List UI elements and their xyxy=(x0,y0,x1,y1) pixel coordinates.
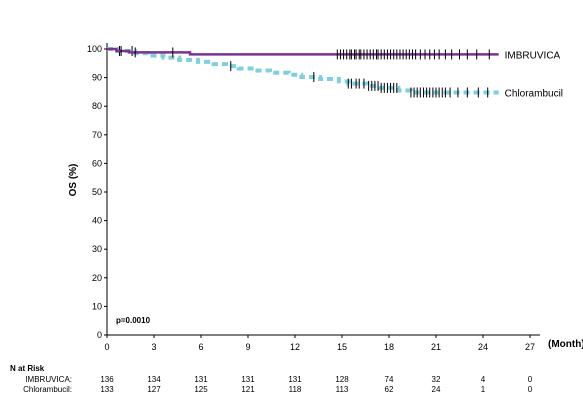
x-tick-label: 15 xyxy=(337,342,347,352)
y-tick-label: 0 xyxy=(97,330,102,340)
y-axis-title: OS (%) xyxy=(68,164,79,197)
series-chlorambucil: Chlorambucil xyxy=(107,46,563,99)
risk-cell: 127 xyxy=(147,385,161,394)
risk-cell: 133 xyxy=(100,385,114,394)
x-tick-label: 3 xyxy=(151,342,156,352)
x-tick-label: 24 xyxy=(478,342,488,352)
series-layer: Chlorambucil IMBRUVICA xyxy=(107,46,563,99)
p-value-label: p=0.0010 xyxy=(116,316,151,325)
risk-cell: 128 xyxy=(335,375,349,384)
risk-cell: 131 xyxy=(288,375,302,384)
series-imbruvica: IMBRUVICA xyxy=(107,46,561,61)
risk-cell: 0 xyxy=(527,385,533,394)
risk-cell: 0 xyxy=(527,375,533,384)
km-curve-chlorambucil xyxy=(107,47,499,95)
y-tick-label: 30 xyxy=(92,244,102,254)
y-tick-label: 80 xyxy=(92,101,102,111)
km-curve-imbruvica xyxy=(107,47,499,56)
risk-row-label: Chlorambucil: xyxy=(23,385,72,394)
risk-cell: 4 xyxy=(480,375,486,384)
risk-cell: 118 xyxy=(288,385,302,394)
risk-cell: 74 xyxy=(384,375,394,384)
axes: 0 10 20 30 40 50 60 70 80 90 100 0 3 6 9 12 15 18 21 24 27 xyxy=(87,43,540,352)
x-tick-label: 21 xyxy=(431,342,441,352)
risk-cell: 134 xyxy=(147,375,161,384)
y-tick-label: 90 xyxy=(92,73,102,83)
risk-cell: 121 xyxy=(241,385,255,394)
x-tick-label: 18 xyxy=(384,342,394,352)
x-tick-label: 6 xyxy=(198,342,203,352)
risk-cell: 32 xyxy=(431,375,441,384)
risk-cell: 1 xyxy=(480,385,486,394)
y-tick-label: 20 xyxy=(92,273,102,283)
y-tick-label: 50 xyxy=(92,187,102,197)
km-chart: 0 10 20 30 40 50 60 70 80 90 100 0 3 6 9 12 15 18 21 24 27 C… xyxy=(68,43,583,352)
x-tick-label: 12 xyxy=(290,342,300,352)
risk-cell: 131 xyxy=(194,375,208,384)
series-label-imbruvica: IMBRUVICA xyxy=(505,50,561,61)
x-tick-label: 27 xyxy=(525,342,535,352)
risk-cell: 62 xyxy=(384,385,394,394)
risk-cell: 24 xyxy=(431,385,441,394)
y-tick-label: 70 xyxy=(92,130,102,140)
risk-cell: 136 xyxy=(100,375,114,384)
risk-row-label: IMBRUVICA: xyxy=(25,375,72,384)
x-tick-label: 0 xyxy=(104,342,109,352)
y-tick-label: 100 xyxy=(87,44,102,54)
y-tick-label: 10 xyxy=(92,301,102,311)
risk-cell: 113 xyxy=(335,385,349,394)
y-tick-label: 60 xyxy=(92,158,102,168)
y-tick-label: 40 xyxy=(92,216,102,226)
series-label-chlorambucil: Chlorambucil xyxy=(505,88,563,99)
x-axis-title: (Month) xyxy=(548,339,583,350)
risk-table-title: N at Risk xyxy=(10,364,45,373)
x-tick-label: 9 xyxy=(245,342,250,352)
risk-cell: 131 xyxy=(241,375,255,384)
risk-cell: 125 xyxy=(194,385,208,394)
